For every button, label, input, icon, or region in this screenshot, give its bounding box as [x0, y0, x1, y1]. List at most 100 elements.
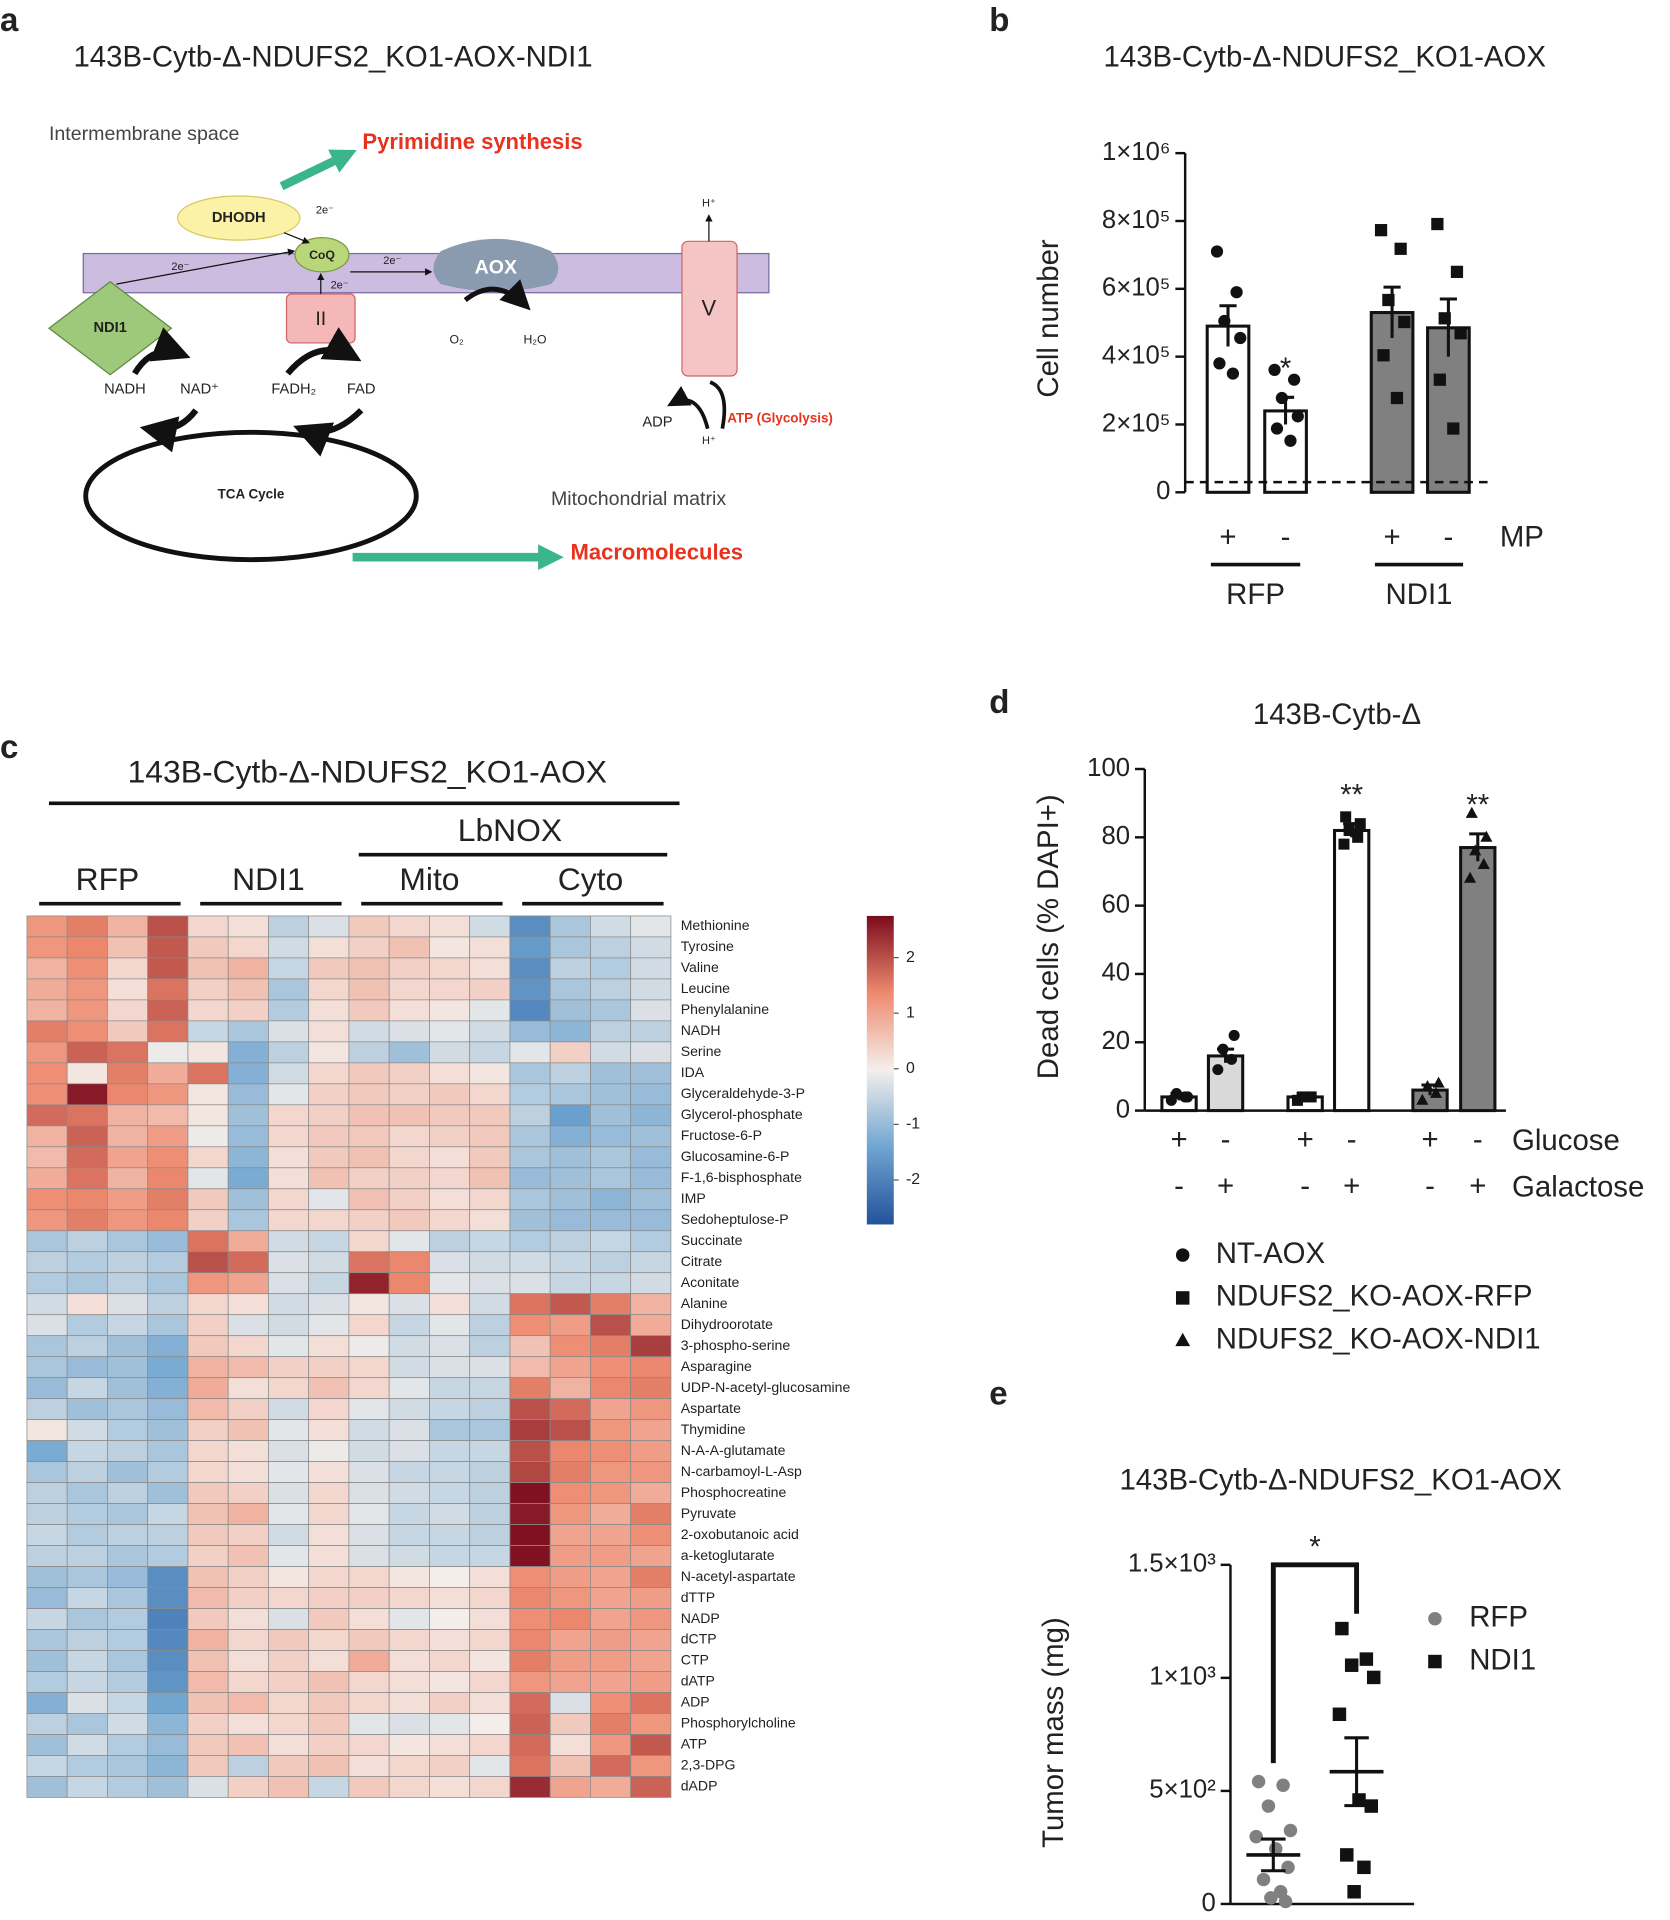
heatmap-cell — [509, 1146, 551, 1169]
chart-title: 143B-Cytb-Δ — [1253, 698, 1421, 731]
heatmap-cell — [348, 978, 390, 1001]
heatmap-cell — [509, 1587, 551, 1609]
heatmap-cell — [66, 1251, 108, 1274]
heatmap-cell — [469, 1671, 511, 1693]
heatmap-cell — [630, 1671, 672, 1693]
heatmap-cell — [26, 957, 68, 980]
heatmap-cell — [227, 1482, 269, 1504]
heatmap-cell — [308, 1062, 350, 1085]
y-tick-label: 0 — [1156, 477, 1170, 505]
point — [1256, 1872, 1271, 1887]
heatmap-cell — [26, 1188, 68, 1211]
y-axis-label: Cell number — [1032, 239, 1065, 398]
heatmap-cell — [429, 1230, 471, 1253]
heatmap-cell — [26, 1671, 68, 1693]
row-label: Tyrosine — [681, 938, 734, 954]
heatmap-cell — [590, 1125, 632, 1148]
heatmap-cell — [147, 1692, 189, 1714]
heatmap-cell — [268, 1566, 310, 1588]
row-label: Phosphorylcholine — [681, 1715, 796, 1731]
heatmap-cell — [590, 1482, 632, 1504]
heatmap-cell — [66, 1272, 108, 1295]
heatmap-cell — [590, 1587, 632, 1609]
label: H₂O — [523, 333, 546, 347]
sign: - — [1221, 1123, 1231, 1156]
point — [1421, 1080, 1434, 1092]
heatmap-cell — [630, 1608, 672, 1630]
sign: - — [1347, 1123, 1357, 1156]
y-tick-label: 40 — [1101, 959, 1130, 987]
label: Pyrimidine synthesis — [362, 129, 582, 154]
heatmap-cell — [308, 1419, 350, 1442]
heatmap-cell — [549, 978, 591, 1001]
heatmap-cell — [630, 1650, 672, 1672]
heatmap-cell — [227, 1188, 269, 1211]
tca-cycle — [83, 429, 419, 563]
heatmap-cell — [147, 1377, 189, 1400]
sign: - — [1300, 1169, 1310, 1202]
heatmap-cell — [630, 1335, 672, 1358]
row-label: Aconitate — [681, 1274, 740, 1290]
heatmap-cell — [187, 1188, 229, 1211]
row-label: dCTP — [681, 1631, 717, 1647]
diagram: a 143B-Cytb-Δ-NDUFS2_KO1-AOX-NDI1 Interm… — [0, 2, 833, 571]
heatmap-cell — [348, 1083, 390, 1106]
heatmap-cell — [308, 1713, 350, 1735]
point — [1347, 1885, 1361, 1899]
point — [1264, 1891, 1278, 1905]
heatmap-cell — [509, 1125, 551, 1148]
heatmap-cell — [26, 1146, 68, 1169]
heatmap-cell — [147, 1020, 189, 1043]
row-label: Methionine — [681, 917, 750, 933]
point — [1338, 838, 1350, 850]
heatmap-cell — [509, 1293, 551, 1316]
heatmap-cell — [66, 1671, 108, 1693]
heatmap-cell — [590, 1356, 632, 1379]
heatmap-cell — [630, 1251, 672, 1274]
heatmap-cell — [187, 1146, 229, 1169]
heatmap-cell — [26, 936, 68, 959]
point — [1477, 858, 1490, 870]
heatmap-cell — [268, 999, 310, 1022]
heatmap-cell — [107, 1041, 149, 1064]
heatmap-cell — [26, 1713, 68, 1735]
heatmap-cell — [630, 1545, 672, 1567]
heatmap-cell — [509, 1062, 551, 1085]
heatmap-cell — [107, 1671, 149, 1693]
heatmap-cell — [509, 1482, 551, 1504]
heatmap-cell — [66, 1293, 108, 1316]
heatmap-cell — [147, 1062, 189, 1085]
heatmap-cell — [348, 1146, 390, 1169]
heatmap-cell — [388, 978, 430, 1001]
heatmap-cell — [66, 1314, 108, 1337]
heatmap-cell — [107, 915, 149, 938]
heatmap-cell — [429, 936, 471, 959]
heatmap-cell — [227, 1020, 269, 1043]
heatmap-cell — [630, 1713, 672, 1735]
heatmap-cell — [429, 1356, 471, 1379]
heatmap-cell — [509, 1755, 551, 1777]
heatmap-cell — [147, 1776, 189, 1798]
heatmap-cell — [549, 1692, 591, 1714]
heatmap-cell — [26, 1062, 68, 1085]
heatmap-cell — [187, 1461, 229, 1483]
heatmap-cell — [107, 1356, 149, 1379]
heatmap-cell — [509, 936, 551, 959]
dhodh — [176, 195, 301, 241]
chart-title: 143B-Cytb-Δ-NDUFS2_KO1-AOX — [1104, 41, 1546, 74]
point — [1270, 422, 1284, 435]
heatmap-cell — [227, 1461, 269, 1483]
point — [1305, 1091, 1317, 1103]
heatmap-cell — [388, 1398, 430, 1421]
heatmap-cell — [549, 1293, 591, 1316]
heatmap-cell — [509, 1734, 551, 1756]
heatmap-cell — [227, 1041, 269, 1064]
heatmap-cell — [549, 1629, 591, 1651]
heatmap-cell — [308, 1314, 350, 1337]
heatmap-cell — [388, 999, 430, 1022]
colorbar-tick-label: -2 — [906, 1171, 920, 1188]
heatmap-cell — [66, 1503, 108, 1525]
heatmap-cell — [187, 1104, 229, 1127]
heatmap-cell — [147, 1650, 189, 1672]
row-label: Pyruvate — [681, 1505, 737, 1521]
